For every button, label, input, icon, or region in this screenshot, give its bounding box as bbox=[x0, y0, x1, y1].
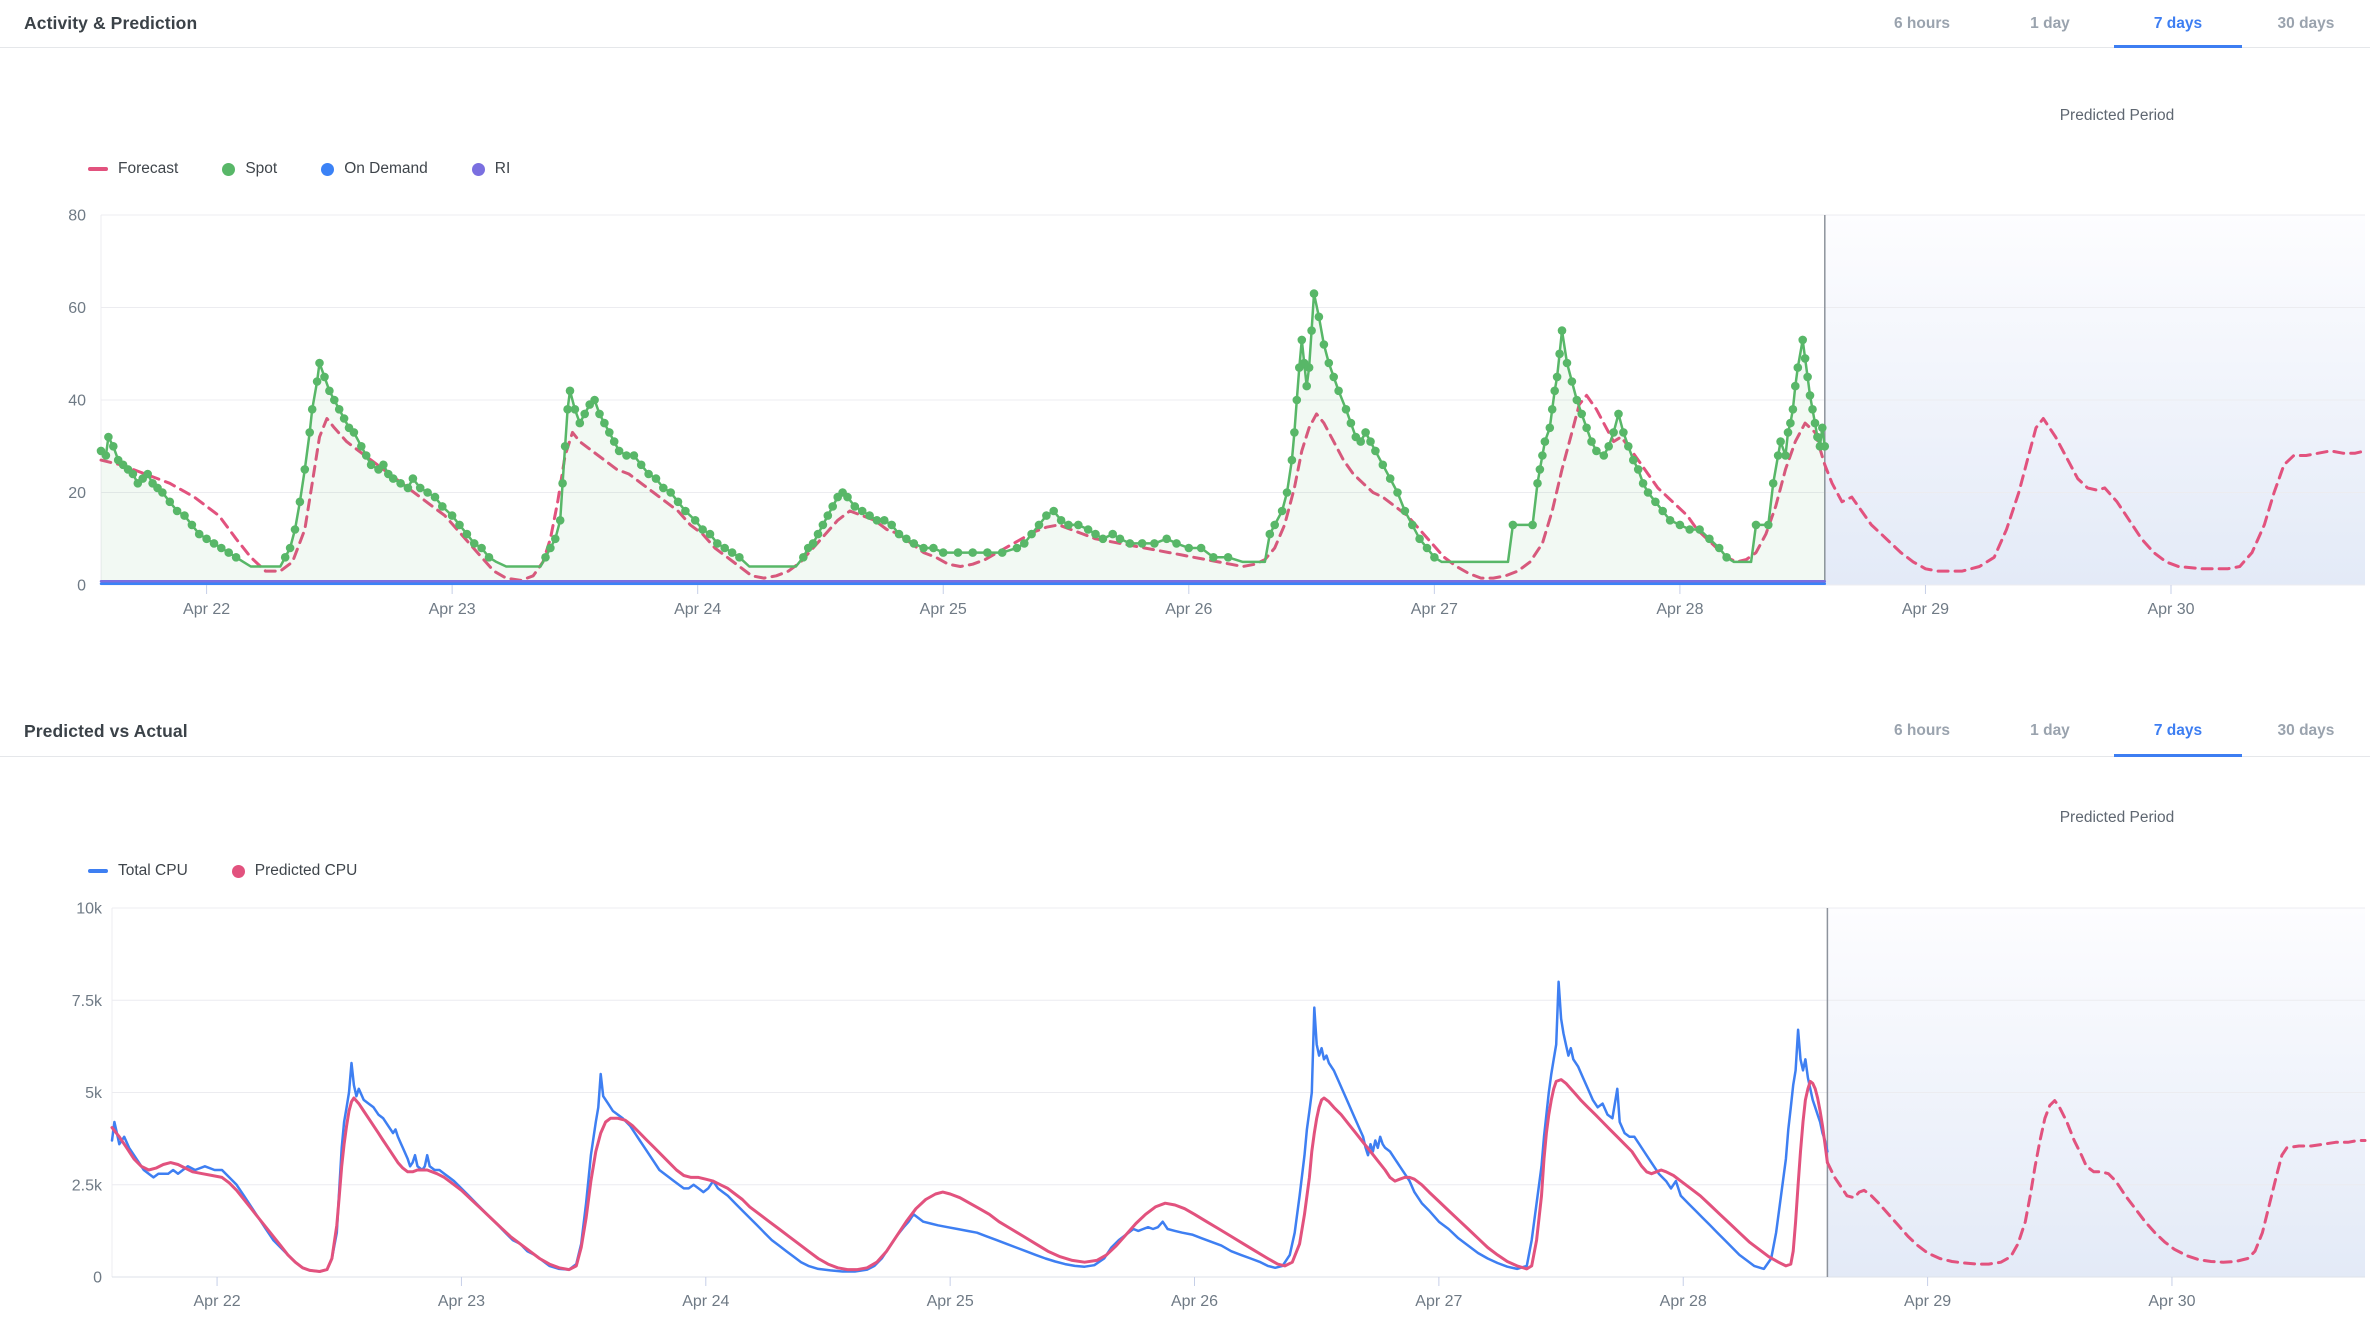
legend-label: Predicted CPU bbox=[254, 862, 358, 879]
svg-text:Apr 29: Apr 29 bbox=[1902, 601, 1949, 618]
svg-text:Apr 30: Apr 30 bbox=[2147, 601, 2194, 618]
tab-7-days[interactable]: 7 days bbox=[2114, 0, 2242, 48]
time-range-tabs-predicted-vs-actual: 6 hours 1 day 7 days 30 days bbox=[1858, 706, 2370, 757]
svg-text:20: 20 bbox=[68, 485, 86, 502]
legend-item-forecast[interactable]: Forecast bbox=[88, 160, 178, 178]
legend-label: Spot bbox=[245, 160, 278, 177]
time-range-tabs-activity: 6 hours 1 day 7 days 30 days bbox=[1858, 0, 2370, 48]
svg-text:Apr 22: Apr 22 bbox=[183, 601, 230, 618]
tab-1-day[interactable]: 1 day bbox=[2030, 722, 2070, 739]
svg-text:0: 0 bbox=[93, 1270, 102, 1287]
svg-text:5k: 5k bbox=[85, 1085, 103, 1102]
tab-30-days[interactable]: 30 days bbox=[2277, 722, 2335, 739]
total-cpu-legend-dash-icon bbox=[88, 869, 108, 873]
panel-title-activity: Activity & Prediction bbox=[24, 13, 198, 33]
panel-header-activity: Activity & Prediction 6 hours 1 day 7 days… bbox=[0, 0, 2370, 48]
svg-text:Apr 22: Apr 22 bbox=[194, 1293, 241, 1310]
legend-label: Forecast bbox=[118, 160, 179, 177]
panel-title-predicted-vs-actual: Predicted vs Actual bbox=[24, 720, 188, 741]
svg-text:40: 40 bbox=[68, 393, 86, 410]
tab-6-hours[interactable]: 6 hours bbox=[1894, 722, 1950, 739]
legend-label: On Demand bbox=[344, 160, 428, 177]
svg-text:7.5k: 7.5k bbox=[72, 993, 103, 1010]
svg-text:Apr 27: Apr 27 bbox=[1415, 1293, 1462, 1310]
svg-text:Apr 28: Apr 28 bbox=[1660, 1293, 1707, 1310]
legend-item-spot[interactable]: Spot bbox=[222, 160, 277, 178]
svg-text:80: 80 bbox=[68, 208, 86, 225]
svg-text:Apr 24: Apr 24 bbox=[682, 1293, 729, 1310]
legend-item-on-demand[interactable]: On Demand bbox=[321, 160, 428, 178]
activity-chart-plot-area[interactable] bbox=[101, 215, 2365, 585]
legend-activity: Forecast Spot On Demand RI bbox=[88, 160, 510, 178]
tab-30-days[interactable]: 30 days bbox=[2277, 14, 2335, 32]
svg-text:2.5k: 2.5k bbox=[72, 1177, 103, 1194]
svg-text:Apr 25: Apr 25 bbox=[920, 601, 967, 618]
legend-label: Total CPU bbox=[118, 862, 188, 879]
legend-item-predicted-cpu[interactable]: Predicted CPU bbox=[231, 862, 358, 880]
svg-text:Apr 25: Apr 25 bbox=[927, 1293, 974, 1310]
tab-6-hours[interactable]: 6 hours bbox=[1894, 14, 1950, 32]
spot-legend-circle-icon bbox=[222, 162, 236, 176]
svg-text:Apr 24: Apr 24 bbox=[674, 601, 721, 618]
svg-text:Apr 29: Apr 29 bbox=[1904, 1293, 1951, 1310]
cpu-chart-plot-area[interactable] bbox=[112, 908, 2365, 1277]
tab-1-day[interactable]: 1 day bbox=[2030, 14, 2070, 32]
svg-text:Apr 28: Apr 28 bbox=[1656, 601, 1703, 618]
svg-text:Apr 30: Apr 30 bbox=[2148, 1293, 2195, 1310]
legend-item-ri[interactable]: RI bbox=[471, 160, 511, 178]
predicted-period-label-activity: Predicted Period bbox=[2059, 107, 2175, 124]
svg-text:Apr 23: Apr 23 bbox=[438, 1293, 485, 1310]
on-demand-legend-circle-icon bbox=[321, 162, 335, 176]
ri-legend-circle-icon bbox=[471, 162, 485, 176]
svg-text:60: 60 bbox=[68, 300, 86, 317]
predicted-cpu-legend-circle-icon bbox=[231, 864, 245, 878]
legend-label: RI bbox=[494, 160, 511, 177]
svg-text:0: 0 bbox=[77, 578, 86, 595]
tab-7-days[interactable]: 7 days bbox=[2114, 706, 2242, 757]
svg-text:Apr 26: Apr 26 bbox=[1171, 1293, 1218, 1310]
svg-text:Apr 27: Apr 27 bbox=[1411, 601, 1458, 618]
legend-item-total-cpu[interactable]: Total CPU bbox=[88, 862, 188, 880]
predicted-period-label-predicted-vs-actual: Predicted Period bbox=[2059, 809, 2175, 826]
svg-text:Apr 26: Apr 26 bbox=[1165, 601, 1212, 618]
svg-text:Apr 23: Apr 23 bbox=[429, 601, 476, 618]
panel-header-predicted-vs-actual: Predicted vs Actual 6 hours 1 day 7 days 30… bbox=[0, 706, 2370, 757]
forecast-legend-dash-icon bbox=[88, 167, 108, 171]
legend-predicted-vs-actual: Total CPU Predicted CPU bbox=[88, 862, 357, 880]
svg-text:10k: 10k bbox=[76, 901, 103, 918]
